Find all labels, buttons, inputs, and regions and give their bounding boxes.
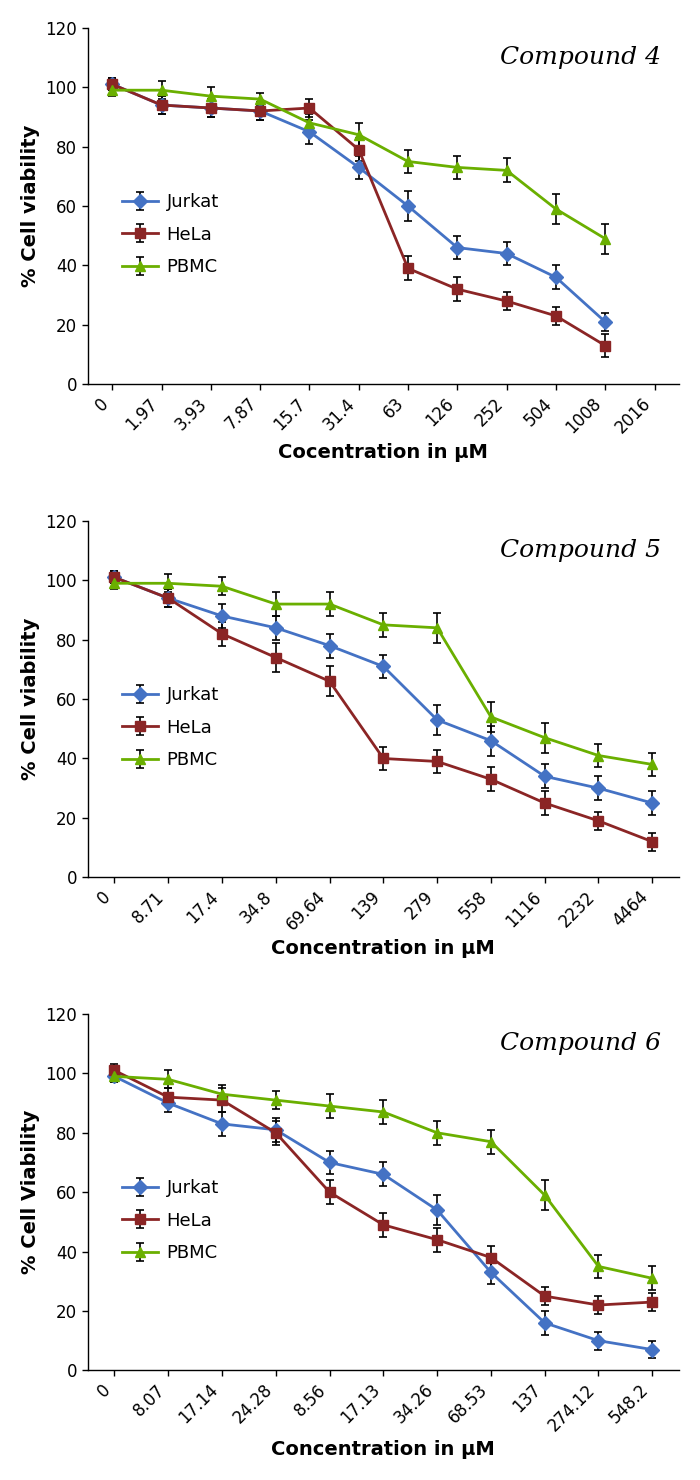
- Legend: Jurkat, HeLa, PBMC: Jurkat, HeLa, PBMC: [114, 186, 226, 283]
- X-axis label: Concentration in μM: Concentration in μM: [272, 1440, 495, 1459]
- Y-axis label: % Cell viability: % Cell viability: [21, 619, 40, 780]
- Legend: Jurkat, HeLa, PBMC: Jurkat, HeLa, PBMC: [114, 679, 226, 777]
- Y-axis label: % Cell viability: % Cell viability: [21, 124, 40, 287]
- X-axis label: Concentration in μM: Concentration in μM: [272, 940, 495, 959]
- X-axis label: Cocentration in μM: Cocentration in μM: [279, 443, 489, 462]
- Text: Compound 5: Compound 5: [500, 539, 662, 562]
- Text: Compound 4: Compound 4: [500, 46, 662, 68]
- Text: Compound 6: Compound 6: [500, 1032, 662, 1055]
- Y-axis label: % Cell Viability: % Cell Viability: [21, 1110, 40, 1274]
- Legend: Jurkat, HeLa, PBMC: Jurkat, HeLa, PBMC: [114, 1172, 226, 1270]
